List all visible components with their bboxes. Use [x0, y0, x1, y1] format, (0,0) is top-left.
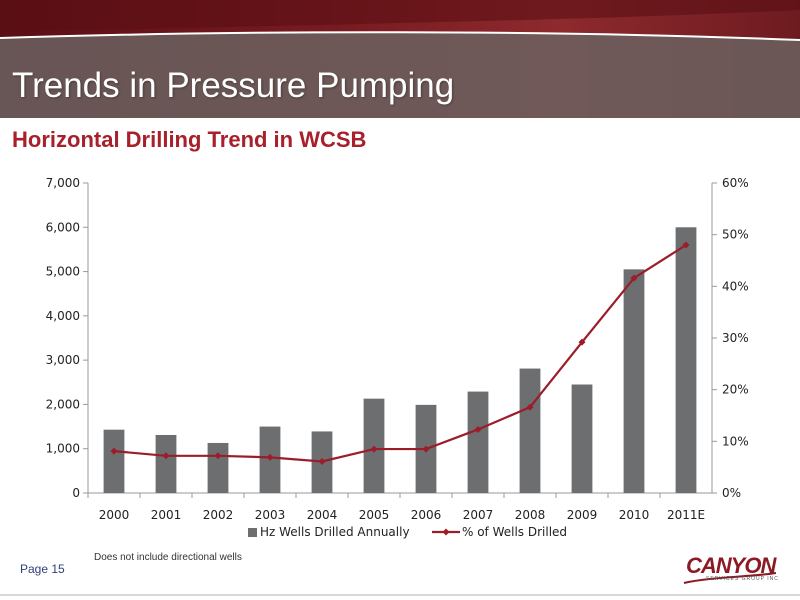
- line-point: [318, 457, 326, 465]
- y-right-tick-label: 50%: [722, 228, 749, 242]
- line-series: [113, 244, 687, 463]
- x-tick-label: 2000: [99, 508, 130, 522]
- chart-area: 0 1,000 2,000 3,000 4,000 5,000 6,000 7,000 0% 10…: [46, 176, 749, 539]
- y-left-tick-label: 6,000: [46, 220, 80, 234]
- line-point: [474, 425, 482, 433]
- x-tick-label: 2002: [203, 508, 234, 522]
- x-tick-label: 2005: [359, 508, 390, 522]
- x-tick-label: 2006: [411, 508, 442, 522]
- bar: [623, 269, 645, 493]
- line-point: [162, 452, 170, 460]
- bar: [207, 442, 229, 493]
- legend-swatch-bars: [248, 528, 257, 537]
- y-left-tick-label: 5,000: [46, 265, 80, 279]
- logo-swoosh-icon: [683, 572, 777, 584]
- line-point: [422, 445, 430, 453]
- bar: [467, 391, 489, 493]
- line-point: [526, 403, 534, 411]
- x-tick-label: 2009: [567, 508, 598, 522]
- company-logo: CANYON SERVICES GROUP INC: [680, 553, 780, 587]
- page-number: Page 15: [20, 562, 65, 576]
- logo-tagline: SERVICES GROUP INC: [706, 576, 779, 582]
- x-tick-label: 2010: [619, 508, 650, 522]
- y-right-tick-label: 20%: [722, 383, 749, 397]
- y-left-tick-label: 3,000: [46, 353, 80, 367]
- y-right-tick-label: 30%: [722, 331, 749, 345]
- bar: [155, 434, 177, 493]
- chart-subtitle: Horizontal Drilling Trend in WCSB: [12, 127, 367, 152]
- y-left-tick-label: 2,000: [46, 397, 80, 411]
- line-point: [110, 447, 118, 455]
- line-point: [578, 338, 586, 346]
- line-point: [266, 453, 274, 461]
- legend-label-bars: Hz Wells Drilled Annually: [260, 525, 410, 539]
- header-banner: Trends in Pressure Pumping: [0, 0, 800, 118]
- y-left-tick-label: 1,000: [46, 442, 80, 456]
- y-right-tick-label: 10%: [722, 434, 749, 448]
- footer-divider: [0, 594, 800, 596]
- header-swoosh: [0, 0, 800, 118]
- line-point: [214, 452, 222, 460]
- y-left-tick-label: 0: [72, 486, 80, 500]
- bar: [571, 384, 593, 493]
- line-point: [370, 445, 378, 453]
- legend-swatch-marker: [442, 528, 450, 536]
- y-left-tick-label: 4,000: [46, 309, 80, 323]
- x-tick-label: 2004: [307, 508, 338, 522]
- bar: [103, 429, 125, 493]
- bar: [675, 227, 697, 493]
- line-point: [630, 274, 638, 282]
- footnote: Does not include directional wells: [94, 552, 242, 563]
- y-left-tick-label: 7,000: [46, 176, 80, 190]
- bar: [519, 368, 541, 493]
- x-tick-label: 2011E: [667, 508, 705, 522]
- x-tick-label: 2001: [151, 508, 182, 522]
- y-right-tick-label: 0%: [722, 486, 741, 500]
- logo-text: CANYON: [686, 553, 776, 578]
- x-tick-label: 2007: [463, 508, 494, 522]
- legend-label-line: % of Wells Drilled: [462, 525, 567, 539]
- y-right-tick-label: 40%: [722, 279, 749, 293]
- page-title: Trends in Pressure Pumping: [12, 66, 455, 105]
- line-point: [682, 241, 690, 249]
- x-tick-label: 2003: [255, 508, 286, 522]
- y-right-tick-label: 60%: [722, 176, 749, 190]
- x-tick-label: 2008: [515, 508, 546, 522]
